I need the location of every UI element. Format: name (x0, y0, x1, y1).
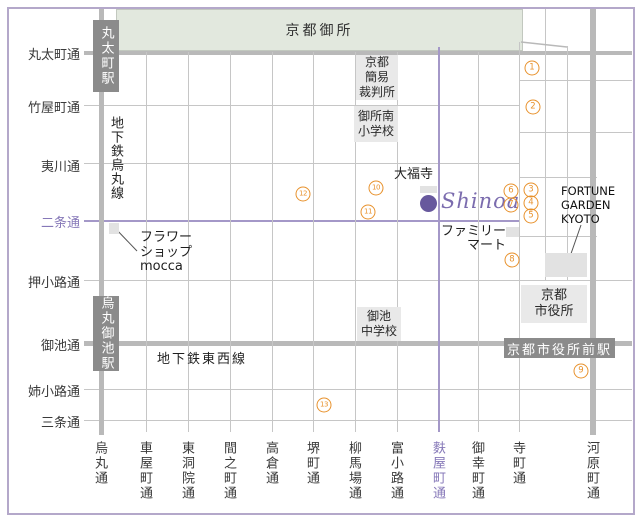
street-line-sanjo-dori (84, 420, 632, 421)
street-label-yanaginobanba-dori: 柳馬場通 (346, 441, 361, 501)
marker-8: 8 (504, 252, 520, 268)
street-label-fuyacho-dori: 麩屋町通 (430, 441, 445, 501)
street-label-oike-dori: 御池通 (40, 339, 80, 354)
landmark-flower-shop-mocca: フラワー ショップ mocca (140, 230, 193, 275)
map-frame (7, 7, 635, 515)
landmark-goshominami-elementary: 御所南 小学校 (354, 106, 398, 142)
landmark-fortune-garden-kyoto: FORTUNE GARDEN KYOTO (561, 184, 616, 226)
karasuma-subway-line-label: 地下鉄烏丸線 (108, 116, 123, 200)
marker-9: 9 (573, 363, 589, 379)
station-karasuma-oike: 烏丸御池駅 (93, 296, 119, 371)
street-line-karasuma-dori (99, 9, 104, 435)
street-label-sakaimachi-dori: 堺町通 (304, 441, 319, 486)
station-marutamachi: 丸太町駅 (93, 20, 119, 92)
daifukuji-building-box (420, 186, 437, 193)
palace-area: 京都御所 (116, 9, 523, 51)
landmark-oike-junior-high: 御池 中学校 (357, 307, 401, 341)
street-line-marutamachi-dori (84, 51, 632, 55)
street-label-karasuma-dori: 烏丸通 (92, 441, 107, 486)
street-label-kurumayacho-dori: 車屋町通 (137, 441, 152, 501)
marker-10: 10 (368, 180, 384, 196)
station-kyoto-shiyakusho-mae: 京都市役所前駅 (504, 338, 615, 358)
landmark-family-mart: ファミリー マート (440, 224, 506, 253)
street-line-yanaginobanba-dori (355, 52, 356, 432)
street-line-tominokoji-dori (397, 52, 398, 432)
street-label-gokomachi-dori: 御幸町通 (469, 441, 484, 501)
street-line-takakura-dori (272, 52, 273, 432)
marker-11: 11 (360, 204, 376, 220)
street-line-higashinotoin-dori (188, 52, 189, 432)
street-line-east-2 (519, 132, 632, 133)
street-label-teramachi-dori: 寺町通 (510, 441, 525, 486)
street-label-marutamachi-dori: 丸太町通 (27, 48, 80, 63)
marker-12: 12 (295, 186, 311, 202)
street-line-takeyamachi-dori (84, 105, 520, 106)
street-label-kawaramachi-dori: 河原町通 (584, 441, 599, 501)
street-line-nijo-dori (84, 220, 520, 222)
street-line-fuyacho-dori (438, 47, 440, 432)
street-line-east-4 (519, 236, 597, 237)
street-line-kawaramachi-dori (590, 9, 596, 435)
landmark-daifukuji: 大福寺 (394, 167, 434, 182)
street-label-higashinotoin-dori: 東洞院通 (179, 441, 194, 501)
street-line-anekoji-dori (84, 389, 632, 390)
street-label-tominokoji-dori: 富小路通 (388, 441, 403, 501)
street-label-takakura-dori: 高倉通 (263, 441, 278, 486)
tozai-subway-line-label: 地下鉄東西線 (157, 352, 248, 367)
marker-1: 1 (524, 60, 540, 76)
street-line-east-3 (519, 177, 597, 178)
street-label-ainomachi-dori: 間之町通 (221, 441, 236, 501)
street-label-takeyamachi-dori: 竹屋町通 (27, 101, 80, 116)
family-mart-building-box (506, 227, 519, 237)
street-label-sanjo-dori: 三条通 (40, 416, 80, 431)
street-line-oshikoji-dori (84, 280, 632, 281)
street-line-teramachi-dori (519, 42, 520, 432)
marker-2: 2 (525, 99, 541, 115)
street-label-ebisugawa-dori: 夷川通 (40, 160, 80, 175)
street-line-ebisugawa-dori (84, 163, 520, 164)
marker-5: 5 (523, 208, 539, 224)
shinoa-location-dot (420, 195, 437, 212)
marker-6: 6 (503, 183, 519, 199)
street-line-gokomachi-dori (478, 52, 479, 432)
marker-13: 13 (316, 397, 332, 413)
palace-label: 京都御所 (285, 23, 354, 39)
street-line-sakaimachi-dori (313, 52, 314, 432)
street-label-oshikoji-dori: 押小路通 (27, 276, 80, 291)
street-line-kurumayacho-dori (146, 52, 147, 432)
street-line-ainomachi-dori (230, 52, 231, 432)
landmark-kyoto-city-hall: 京都 市役所 (521, 285, 587, 323)
marker-7: 7 (503, 197, 519, 213)
street-line-east-1 (519, 80, 632, 81)
flower-shop-building-box (109, 223, 119, 234)
street-line-east-minor-2 (567, 46, 568, 281)
street-label-nijo-dori: 二条通 (40, 216, 80, 231)
fortune-garden-building-box (545, 253, 587, 277)
street-line-east-minor-1 (545, 9, 546, 281)
street-line-oike-dori (84, 341, 632, 346)
street-label-anekoji-dori: 姉小路通 (27, 385, 80, 400)
landmark-kyoto-summary-court: 京都 簡易 裁判所 (356, 55, 398, 100)
